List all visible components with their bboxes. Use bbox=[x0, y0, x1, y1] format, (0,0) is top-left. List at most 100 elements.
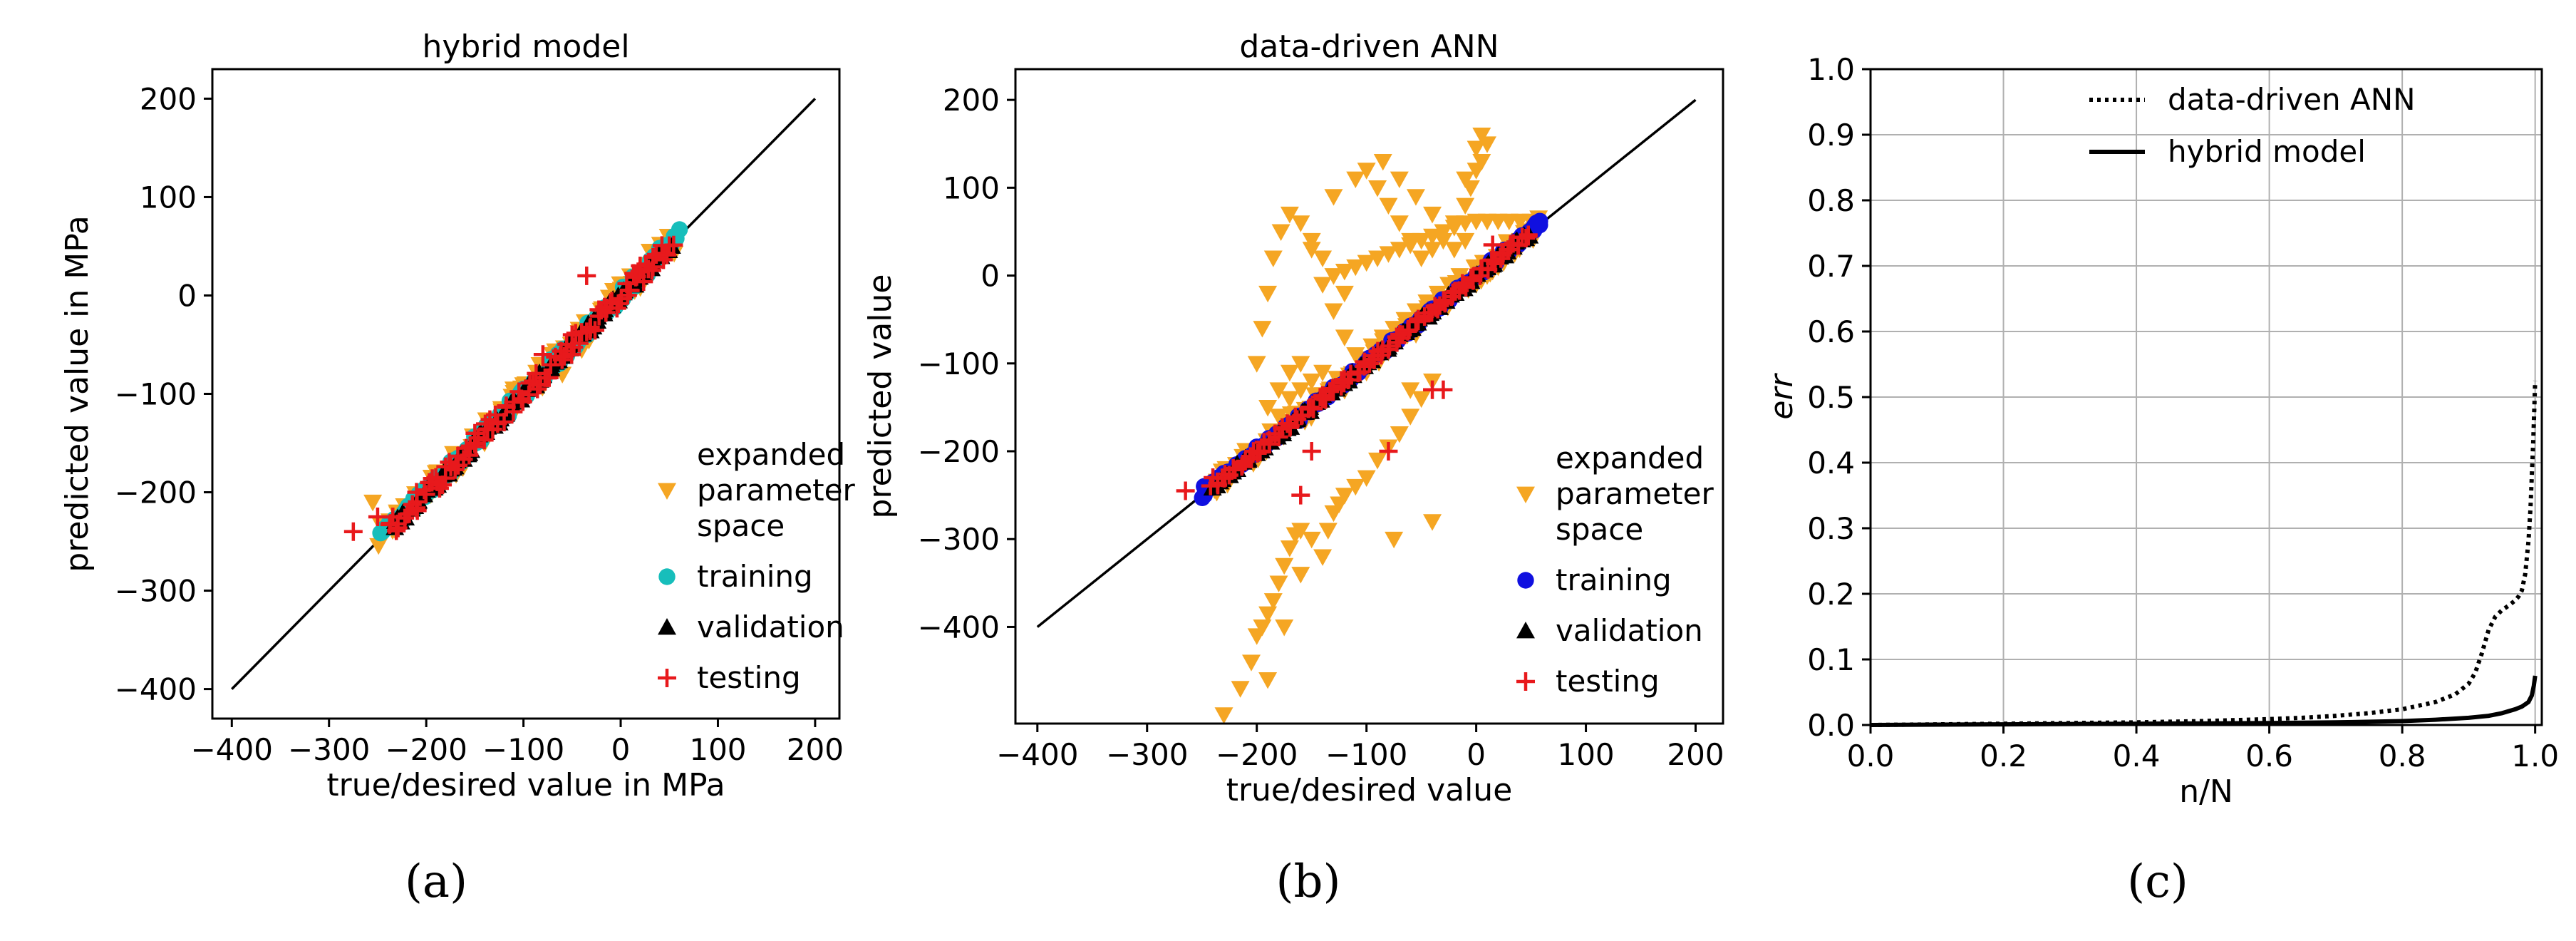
x-tick-label: −100 bbox=[1325, 737, 1407, 772]
y-tick-label: 0.7 bbox=[1807, 249, 1855, 284]
x-tick-label: 0 bbox=[611, 732, 631, 767]
y-tick-label: −200 bbox=[918, 434, 1000, 469]
chart-1: −400 −300 −200 −100 0 100 200 200 100 0 −100 −200 −3… bbox=[59, 29, 855, 908]
data-point bbox=[1467, 140, 1486, 158]
data-point bbox=[1368, 250, 1387, 267]
legend-label: space bbox=[697, 508, 785, 543]
data-point bbox=[374, 523, 391, 540]
data-point bbox=[1324, 380, 1343, 399]
x-tick-label: 1.0 bbox=[2511, 739, 2559, 773]
y-tick-label: −100 bbox=[115, 377, 197, 412]
x-tick-label: −200 bbox=[1216, 737, 1298, 772]
y-axis-label: predicted value in MPa bbox=[59, 215, 95, 572]
y-tick-label: 0.8 bbox=[1807, 183, 1855, 218]
y-tick-label: 200 bbox=[140, 81, 197, 116]
data-point bbox=[1335, 285, 1354, 303]
data-point bbox=[1291, 523, 1310, 540]
data-point bbox=[1346, 347, 1365, 364]
data-point bbox=[1291, 382, 1310, 399]
y-tick-label: 0.0 bbox=[1807, 708, 1855, 743]
data-point bbox=[1280, 206, 1299, 224]
data-point bbox=[1483, 235, 1502, 254]
data-point bbox=[631, 257, 650, 276]
data-point bbox=[1379, 246, 1398, 263]
data-point bbox=[1269, 575, 1288, 592]
data-point bbox=[1320, 382, 1340, 401]
data-point bbox=[1271, 224, 1290, 241]
data-point bbox=[1280, 391, 1299, 408]
data-point bbox=[1242, 654, 1261, 672]
data-point bbox=[1258, 400, 1278, 417]
data-point bbox=[1390, 426, 1409, 443]
data-point bbox=[1423, 228, 1442, 246]
data-point bbox=[1258, 285, 1278, 303]
data-point bbox=[1291, 356, 1310, 373]
data-point bbox=[1204, 468, 1223, 487]
caption-label: (b) bbox=[1276, 855, 1341, 908]
legend-label: testing bbox=[1556, 664, 1660, 699]
data-point bbox=[1368, 452, 1387, 470]
data-point bbox=[1275, 619, 1294, 637]
legend-label: parameter bbox=[697, 473, 855, 508]
caption-label: (a) bbox=[405, 855, 467, 908]
data-point bbox=[416, 485, 435, 504]
data-point bbox=[1263, 593, 1283, 610]
data-point bbox=[1472, 153, 1491, 171]
data-point bbox=[1357, 163, 1376, 180]
y-tick-label: 0.3 bbox=[1807, 511, 1855, 546]
data-point bbox=[1318, 523, 1338, 540]
data-point bbox=[1346, 171, 1365, 189]
data-point bbox=[1368, 180, 1387, 197]
data-point bbox=[1412, 250, 1431, 267]
y-tick-label: 0 bbox=[981, 259, 1000, 294]
data-point bbox=[1406, 303, 1425, 320]
x-tick-label: 100 bbox=[1557, 737, 1614, 772]
chart-title: data-driven ANN bbox=[1239, 29, 1499, 65]
data-point bbox=[1224, 458, 1243, 478]
legend-marker bbox=[658, 669, 676, 687]
data-point bbox=[527, 364, 546, 383]
data-point bbox=[1253, 619, 1272, 637]
data-point bbox=[1291, 567, 1310, 584]
data-point bbox=[1401, 237, 1420, 254]
data-point bbox=[1176, 481, 1195, 500]
data-point bbox=[1275, 557, 1294, 575]
data-point bbox=[643, 247, 663, 267]
y-tick-label: 100 bbox=[140, 180, 197, 215]
data-point bbox=[1450, 268, 1469, 285]
data-point bbox=[1280, 364, 1299, 382]
x-tick-label: 0.8 bbox=[2379, 739, 2426, 773]
data-point bbox=[1291, 215, 1310, 232]
data-point bbox=[1269, 428, 1288, 447]
y-tick-label: 0.6 bbox=[1807, 314, 1855, 349]
data-point bbox=[581, 318, 600, 337]
x-tick-label: 0.0 bbox=[1847, 739, 1895, 773]
data-point bbox=[1456, 232, 1475, 250]
data-point bbox=[1444, 242, 1464, 259]
data-point bbox=[1269, 382, 1288, 399]
y-tick-label: 0.5 bbox=[1807, 380, 1855, 415]
legend-label: expanded bbox=[697, 437, 845, 472]
data-point bbox=[528, 379, 547, 398]
plot-frame bbox=[1014, 68, 1724, 725]
data-point bbox=[1302, 374, 1321, 391]
chart-2: −400 −300 −200 −100 0 100 200 200 100 0 −100 −200 −3… bbox=[862, 29, 1724, 908]
data-point bbox=[1444, 220, 1464, 237]
data-point bbox=[1324, 268, 1343, 285]
x-tick-label: 0.4 bbox=[2113, 739, 2161, 773]
y-tick-label: 200 bbox=[943, 83, 1000, 118]
data-point bbox=[368, 508, 387, 527]
series-line-data-driven-ANN bbox=[1870, 380, 2538, 727]
data-point bbox=[1324, 303, 1343, 320]
y-tick-label: −300 bbox=[115, 574, 197, 609]
data-point bbox=[562, 345, 581, 364]
data-point bbox=[1231, 681, 1250, 698]
y-tick-label: −300 bbox=[918, 522, 1000, 557]
data-point bbox=[1373, 153, 1392, 171]
y-tick-label: 100 bbox=[943, 170, 1000, 205]
legend-marker bbox=[1516, 672, 1535, 691]
data-point bbox=[1302, 531, 1321, 549]
chart-3: 0.0 0.2 0.4 0.6 0.8 1.0 0.0 0.1 0.2 0.3 0.4 0.5 0.6 0… bbox=[1764, 52, 2559, 908]
data-point bbox=[1379, 442, 1398, 461]
x-tick-label: −400 bbox=[996, 737, 1078, 772]
